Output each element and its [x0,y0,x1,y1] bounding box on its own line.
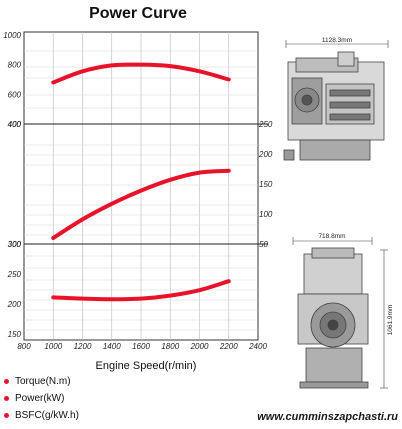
right-axis-ticks: 50 100 150 200 250 [258,120,273,249]
right-tick-label: 200 [258,150,273,159]
left-tick-label: 300 [8,240,22,249]
x-axis-label: Engine Speed(r/min) [96,360,197,372]
bsfc-curve [51,279,231,302]
power-curve [51,168,231,240]
right-tick-label: 50 [259,240,268,249]
x-tick-label: 2000 [190,342,209,351]
x-tick-label: 1400 [103,342,121,351]
x-tick-label: 800 [17,342,31,351]
legend-dot-icon [4,396,9,401]
left-tick-label: 250 [7,270,22,279]
x-tick-label: 2200 [219,342,238,351]
left-tick-label: 300 [8,240,22,249]
right-tick-label: 150 [259,180,273,189]
right-tick-label: 250 [258,120,273,129]
left-tick-label: 600 [8,90,22,99]
legend-item-torque: Torque(N.m) [4,376,71,387]
left-tick-label: 1000 [3,31,21,40]
x-tick-label: 1000 [44,342,62,351]
legend-item-bsfc: BSFC(g/kW.h) [4,410,79,421]
left-tick-label: 400 [8,120,22,129]
series-lines [51,62,231,302]
engine-front-width-label: 718.8mm [318,233,345,240]
x-axis-ticks: 800 1000 1200 1400 1600 1800 2000 2200 2400 [17,342,267,351]
x-tick-label: 1200 [74,342,92,351]
engine-width-label: 1128.3mm [322,37,352,44]
left-tick-label: 800 [8,61,22,70]
legend-dot-icon [4,413,9,418]
right-tick-label: 100 [259,210,273,219]
panel-separators [24,123,268,245]
legend-label: BSFC(g/kW.h) [15,410,79,421]
left-tick-label: 400 [8,120,22,129]
legend-dot-icon [4,379,9,384]
legend-label: Torque(N.m) [15,376,71,387]
chart-title: Power Curve [89,5,187,22]
left-tick-label: 200 [7,300,22,309]
watermark: www.cumminszapchasti.ru [257,411,398,423]
torque-curve [51,62,231,85]
x-tick-label: 1800 [161,342,179,351]
x-tick-label: 1600 [132,342,150,351]
x-tick-label: 2400 [248,342,267,351]
legend-item-power: Power(kW) [4,393,64,404]
legend-label: Power(kW) [15,393,65,404]
engine-front-view-drawing [292,237,388,389]
engine-side-view-drawing [283,40,389,161]
left-tick-label: 150 [8,330,22,339]
engine-height-label: 1061.9mm [387,305,394,336]
